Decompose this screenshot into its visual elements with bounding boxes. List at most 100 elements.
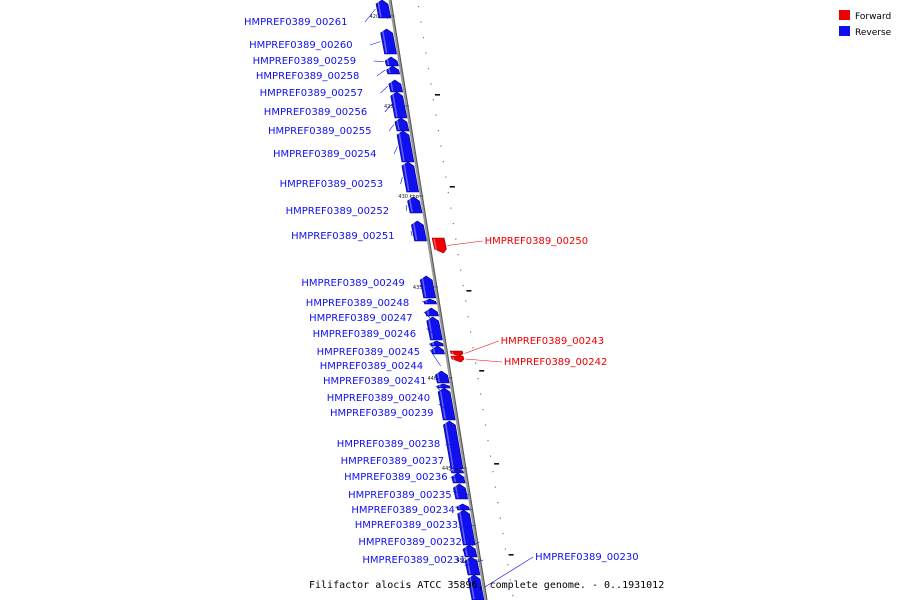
gene-label[interactable]: HMPREF0389_00259	[253, 56, 356, 67]
gene-label[interactable]: HMPREF0389_00261	[244, 17, 347, 28]
gene-label[interactable]: HMPREF0389_00242	[504, 357, 607, 368]
gene-highlight	[452, 356, 455, 362]
gene-block[interactable]	[451, 472, 466, 484]
gene-track	[375, 0, 485, 600]
gene-label[interactable]: HMPREF0389_00237	[341, 456, 444, 467]
scale-dot	[452, 223, 454, 225]
gene-block[interactable]	[401, 161, 420, 193]
gene-label[interactable]: HMPREF0389_00245	[317, 347, 420, 358]
scale-dot	[447, 192, 449, 194]
gene-label[interactable]: HMPREF0389_00230	[535, 552, 638, 563]
scale-dot	[432, 99, 434, 101]
gene-leader-line	[380, 85, 389, 94]
gene-label[interactable]: HMPREF0389_00233	[355, 520, 458, 531]
gene-highlight	[387, 66, 391, 74]
gene-highlight	[381, 29, 388, 54]
gene-label[interactable]: HMPREF0389_00247	[309, 313, 412, 324]
gene-highlight	[403, 162, 410, 192]
reverse-swatch	[839, 26, 850, 36]
gene-block[interactable]	[424, 307, 440, 317]
gene-leader-line	[450, 476, 466, 479]
gene-block[interactable]	[375, 0, 392, 19]
gene-highlight	[458, 510, 466, 545]
gene-label[interactable]: HMPREF0389_00251	[291, 231, 394, 242]
scale-dot	[460, 269, 462, 271]
gene-block[interactable]	[453, 483, 469, 500]
gene-label[interactable]: HMPREF0389_00234	[351, 505, 454, 516]
scale-dot	[425, 52, 427, 54]
gene-label[interactable]: HMPREF0389_00235	[348, 490, 451, 501]
gene-leader-line	[483, 556, 534, 588]
gene-block[interactable]	[449, 350, 464, 357]
gene-leader-line	[422, 301, 427, 304]
gene-highlight	[427, 317, 434, 340]
gene-block[interactable]	[419, 275, 437, 299]
gene-label[interactable]: HMPREF0389_00250	[485, 236, 588, 247]
gene-labels: HMPREF0389_00261 HMPREF0389_00260 HMPREF03…	[244, 8, 639, 588]
scale-dot	[484, 424, 487, 426]
gene-label[interactable]: HMPREF0389_00244	[320, 361, 423, 372]
gene-label[interactable]: HMPREF0389_00232	[358, 537, 461, 548]
scale-dot	[420, 21, 422, 23]
gene-highlight	[386, 57, 390, 66]
gene-label[interactable]: HMPREF0389_00257	[260, 88, 363, 99]
gene-highlight	[396, 118, 400, 131]
scale-dash	[435, 94, 440, 96]
gene-leader-line	[438, 403, 452, 414]
gene-label[interactable]: HMPREF0389_00231	[362, 555, 465, 566]
gene-highlight	[426, 308, 430, 316]
gene-label[interactable]: HMPREF0389_00241	[323, 376, 426, 387]
gene-label[interactable]: HMPREF0389_00238	[337, 439, 440, 450]
gene-highlight	[457, 504, 461, 510]
scale-dot	[507, 564, 509, 566]
gene-label[interactable]: HMPREF0389_00258	[256, 71, 359, 82]
gene-highlight	[425, 299, 428, 304]
gene-block[interactable]	[437, 387, 456, 421]
gene-label[interactable]: HMPREF0389_00249	[301, 278, 404, 289]
gene-block[interactable]	[450, 355, 465, 363]
gene-label[interactable]: HMPREF0389_00246	[313, 329, 416, 340]
gene-label[interactable]: HMPREF0389_00239	[330, 408, 433, 419]
gene-block[interactable]	[431, 237, 447, 254]
gene-highlight	[412, 221, 418, 241]
gene-label[interactable]: HMPREF0389_00240	[327, 393, 430, 404]
gene-block[interactable]	[467, 574, 485, 600]
gene-label[interactable]: HMPREF0389_00248	[306, 298, 409, 309]
gene-leader-line	[384, 104, 392, 113]
gene-leader-line	[373, 60, 384, 62]
scale-dot	[497, 502, 499, 504]
gene-highlight	[377, 0, 382, 18]
gene-leader-line	[462, 541, 480, 552]
gene-label[interactable]: HMPREF0389_00256	[264, 107, 367, 118]
gene-block[interactable]	[386, 65, 401, 75]
gene-highlight	[469, 575, 475, 600]
gene-label[interactable]: HMPREF0389_00255	[268, 126, 371, 137]
gene-block[interactable]	[423, 298, 438, 305]
gene-leader-line	[465, 358, 502, 363]
gene-block[interactable]	[380, 28, 397, 55]
gene-label[interactable]: HMPREF0389_00260	[249, 40, 352, 51]
gene-leader-line	[452, 491, 470, 496]
gene-leader-line	[393, 146, 398, 155]
gene-leader-line	[447, 240, 483, 246]
scale-tick-label: 430 kbp	[398, 194, 418, 200]
gene-label[interactable]: HMPREF0389_00253	[280, 179, 383, 190]
forward-legend-label: Forward	[855, 12, 891, 22]
genome-backbone	[388, 0, 488, 600]
gene-label[interactable]: HMPREF0389_00243	[501, 336, 604, 347]
gene-block[interactable]	[407, 196, 423, 214]
gene-label[interactable]: HMPREF0389_00236	[344, 472, 447, 483]
gene-label[interactable]: HMPREF0389_00254	[273, 149, 376, 160]
reverse-legend-label: Reverse	[855, 28, 892, 38]
gene-block[interactable]	[426, 316, 443, 341]
gene-block[interactable]	[435, 370, 450, 384]
scale-dot	[487, 440, 489, 442]
gene-block[interactable]	[431, 345, 446, 355]
gene-block[interactable]	[411, 220, 427, 242]
forward-swatch	[839, 10, 850, 20]
gene-leader-line	[464, 340, 499, 354]
gene-label[interactable]: HMPREF0389_00252	[286, 206, 389, 217]
scale-dot	[499, 517, 501, 519]
gene-highlight	[398, 131, 405, 162]
